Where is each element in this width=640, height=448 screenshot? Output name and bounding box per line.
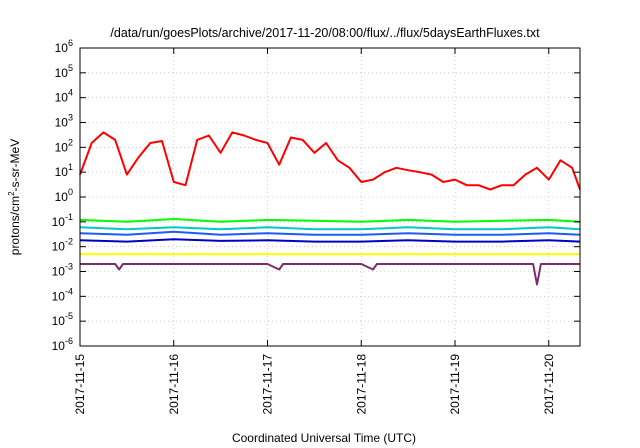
series-line-4 xyxy=(79,238,581,243)
y-tick-label: 101 xyxy=(55,162,73,179)
y-axis-label-superscript: 2 xyxy=(7,191,16,196)
y-tick-exponent: 3 xyxy=(68,113,73,123)
y-axis-label: protons/cm2-s-sr-MeV xyxy=(7,139,22,255)
y-tick-exponent: 5 xyxy=(68,63,73,73)
y-tick-base: 10 xyxy=(55,190,69,204)
x-tick-label: 2017-11-20 xyxy=(542,354,556,415)
y-tick-exponent: -6 xyxy=(65,336,73,346)
y-tick-exponent: -2 xyxy=(65,237,73,247)
y-tick-exponent: 2 xyxy=(68,137,73,147)
y-tick-exponent: 0 xyxy=(68,187,73,197)
x-tick-label: 2017-11-16 xyxy=(167,354,181,415)
y-tick-exponent: -3 xyxy=(65,262,73,272)
y-tick-base: 10 xyxy=(55,116,69,130)
grid xyxy=(79,47,580,347)
y-tick-label: 106 xyxy=(55,38,73,55)
y-axis: 10-610-510-410-310-210-11001011021031041… xyxy=(52,38,580,353)
y-tick-exponent: 4 xyxy=(68,88,73,98)
y-tick-base: 10 xyxy=(52,215,66,229)
x-tick-label: 2017-11-18 xyxy=(354,354,368,415)
y-tick-base: 10 xyxy=(55,66,69,80)
y-tick-base: 10 xyxy=(55,165,69,179)
y-tick-base: 10 xyxy=(55,140,69,154)
x-axis-label: Coordinated Universal Time (UTC) xyxy=(232,431,416,445)
y-tick-label: 10-3 xyxy=(52,262,73,279)
y-tick-exponent: 6 xyxy=(68,38,73,48)
y-axis-label-part1: protons/cm xyxy=(8,196,22,255)
y-tick-label: 10-1 xyxy=(52,212,73,229)
y-axis-label-part2: -s-sr-MeV xyxy=(8,139,22,192)
x-tick-label: 2017-11-19 xyxy=(448,354,462,415)
y-tick-base: 10 xyxy=(55,91,69,105)
y-tick-base: 10 xyxy=(52,314,66,328)
chart-title: /data/run/goesPlots/archive/2017-11-20/0… xyxy=(110,26,540,40)
y-tick-base: 10 xyxy=(52,339,66,353)
x-tick-label: 2017-11-15 xyxy=(73,354,87,415)
y-tick-base: 10 xyxy=(52,265,66,279)
series-line-6 xyxy=(80,263,580,286)
x-tick-label: 2017-11-17 xyxy=(261,354,275,415)
series-line-1 xyxy=(79,218,581,223)
y-tick-label: 10-5 xyxy=(52,311,73,328)
y-tick-base: 10 xyxy=(52,240,66,254)
y-tick-label: 104 xyxy=(55,88,73,105)
series-layer xyxy=(79,131,581,286)
y-tick-exponent: -4 xyxy=(65,286,73,296)
series-line-0 xyxy=(79,131,581,191)
y-tick-label: 103 xyxy=(55,113,73,130)
y-tick-label: 105 xyxy=(55,63,73,80)
x-axis: 2017-11-15 2017-11-16 2017-11-17 2017-11-18… xyxy=(73,48,556,415)
y-tick-exponent: 1 xyxy=(68,162,73,172)
y-tick-base: 10 xyxy=(52,289,66,303)
y-tick-label: 10-2 xyxy=(52,237,73,254)
y-tick-exponent: -1 xyxy=(65,212,73,222)
series-line-2 xyxy=(79,226,581,231)
y-tick-label: 10-4 xyxy=(52,286,73,303)
y-tick-label: 102 xyxy=(55,137,73,154)
y-tick-label: 100 xyxy=(55,187,73,204)
series-line-3 xyxy=(79,230,581,236)
y-tick-base: 10 xyxy=(55,41,69,55)
y-tick-label: 10-6 xyxy=(52,336,73,353)
y-tick-exponent: -5 xyxy=(65,311,73,321)
